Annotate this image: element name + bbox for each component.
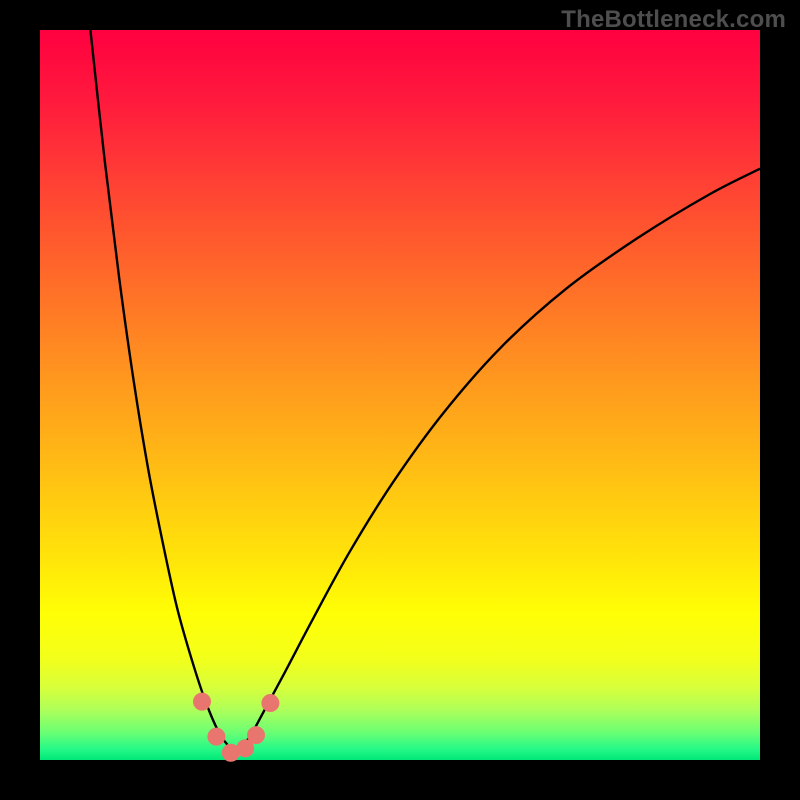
plot-background-gradient bbox=[40, 30, 760, 760]
curve-marker bbox=[262, 695, 279, 712]
stage: TheBottleneck.com bbox=[0, 0, 800, 800]
curve-marker bbox=[194, 693, 211, 710]
curve-marker bbox=[208, 728, 225, 745]
bottleneck-curve-plot bbox=[0, 0, 800, 800]
curve-marker bbox=[248, 727, 265, 744]
